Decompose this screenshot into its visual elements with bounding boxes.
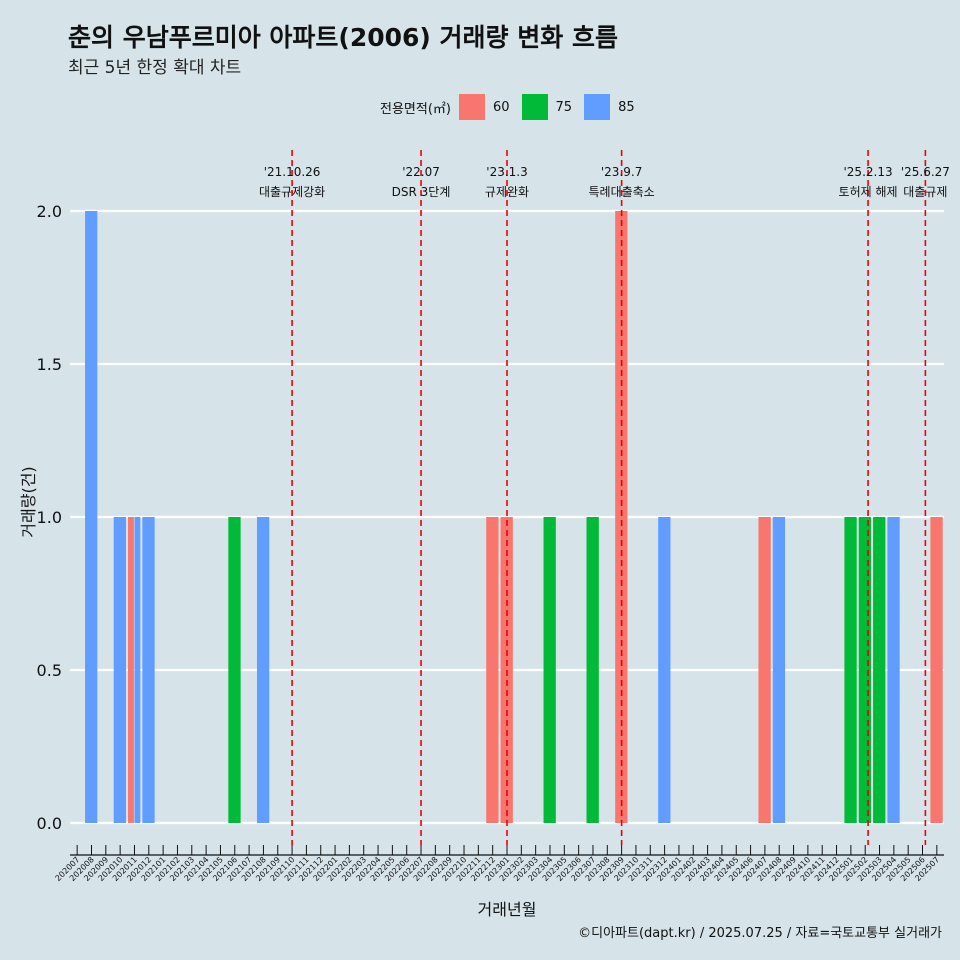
chart-title: 춘의 우남푸르미아 아파트(2006) 거래량 변화 흐름 [68,23,618,52]
bar [228,517,241,823]
event-name-label: 특례대출축소 [588,185,654,199]
event-name-label: 대출규제 [903,185,947,199]
bar [887,517,900,823]
bar [658,517,671,823]
source-caption: ©디아파트(dapt.kr) / 2025.07.25 / 자료=국토교통부 실… [578,926,942,941]
y-tick-label: 1.5 [37,355,62,374]
y-tick-label: 0.5 [37,661,62,680]
legend-item-75: 75 [521,94,573,120]
legend-swatch-85 [584,94,611,120]
legend-item-85: 85 [584,94,635,120]
event-name-label: 규제완화 [485,185,529,199]
bar [113,517,126,823]
bar [85,211,98,823]
y-tick-label: 0.0 [37,814,62,833]
event-date-label: '23.1.3 [486,165,527,179]
legend-title: 전용면적(㎡) [380,101,451,117]
bar [128,517,134,823]
y-tick-label: 1.0 [37,508,62,527]
legend-swatch-75 [521,94,548,120]
event-name-label: 토허제 해제 [839,185,898,199]
bar [873,517,886,823]
bar [772,517,786,823]
y-tick-label: 2.0 [37,202,62,221]
legend: 전용면적(㎡) 60 75 85 [380,92,647,122]
legend-swatch-60 [458,94,485,120]
chart-subtitle: 최근 5년 한정 확대 차트 [68,58,242,78]
bar [858,517,872,823]
bar [142,517,155,823]
event-name-label: 대출규제강화 [259,185,325,199]
legend-label-85: 85 [618,99,635,115]
legend-label-75: 75 [555,99,573,115]
bar [134,517,141,823]
bar [586,517,599,823]
bar [758,517,771,823]
y-axis-title: 거래량(건) [19,466,38,537]
bar [486,517,499,823]
legend-label-60: 60 [492,99,510,115]
bar [930,517,943,823]
event-date-label: '25.6.27 [901,165,950,179]
bar [256,517,270,823]
bar [844,517,857,823]
event-date-label: '25.2.13 [844,165,893,179]
legend-item-60: 60 [458,94,510,120]
bar [543,517,556,823]
event-date-label: '21.10.26 [264,165,321,179]
event-date-label: '23.9.7 [601,165,642,179]
event-name-label: DSR 3단계 [392,185,451,199]
event-date-label: '22.07 [402,165,440,179]
x-axis-title: 거래년월 [478,900,537,919]
bar [615,211,628,823]
